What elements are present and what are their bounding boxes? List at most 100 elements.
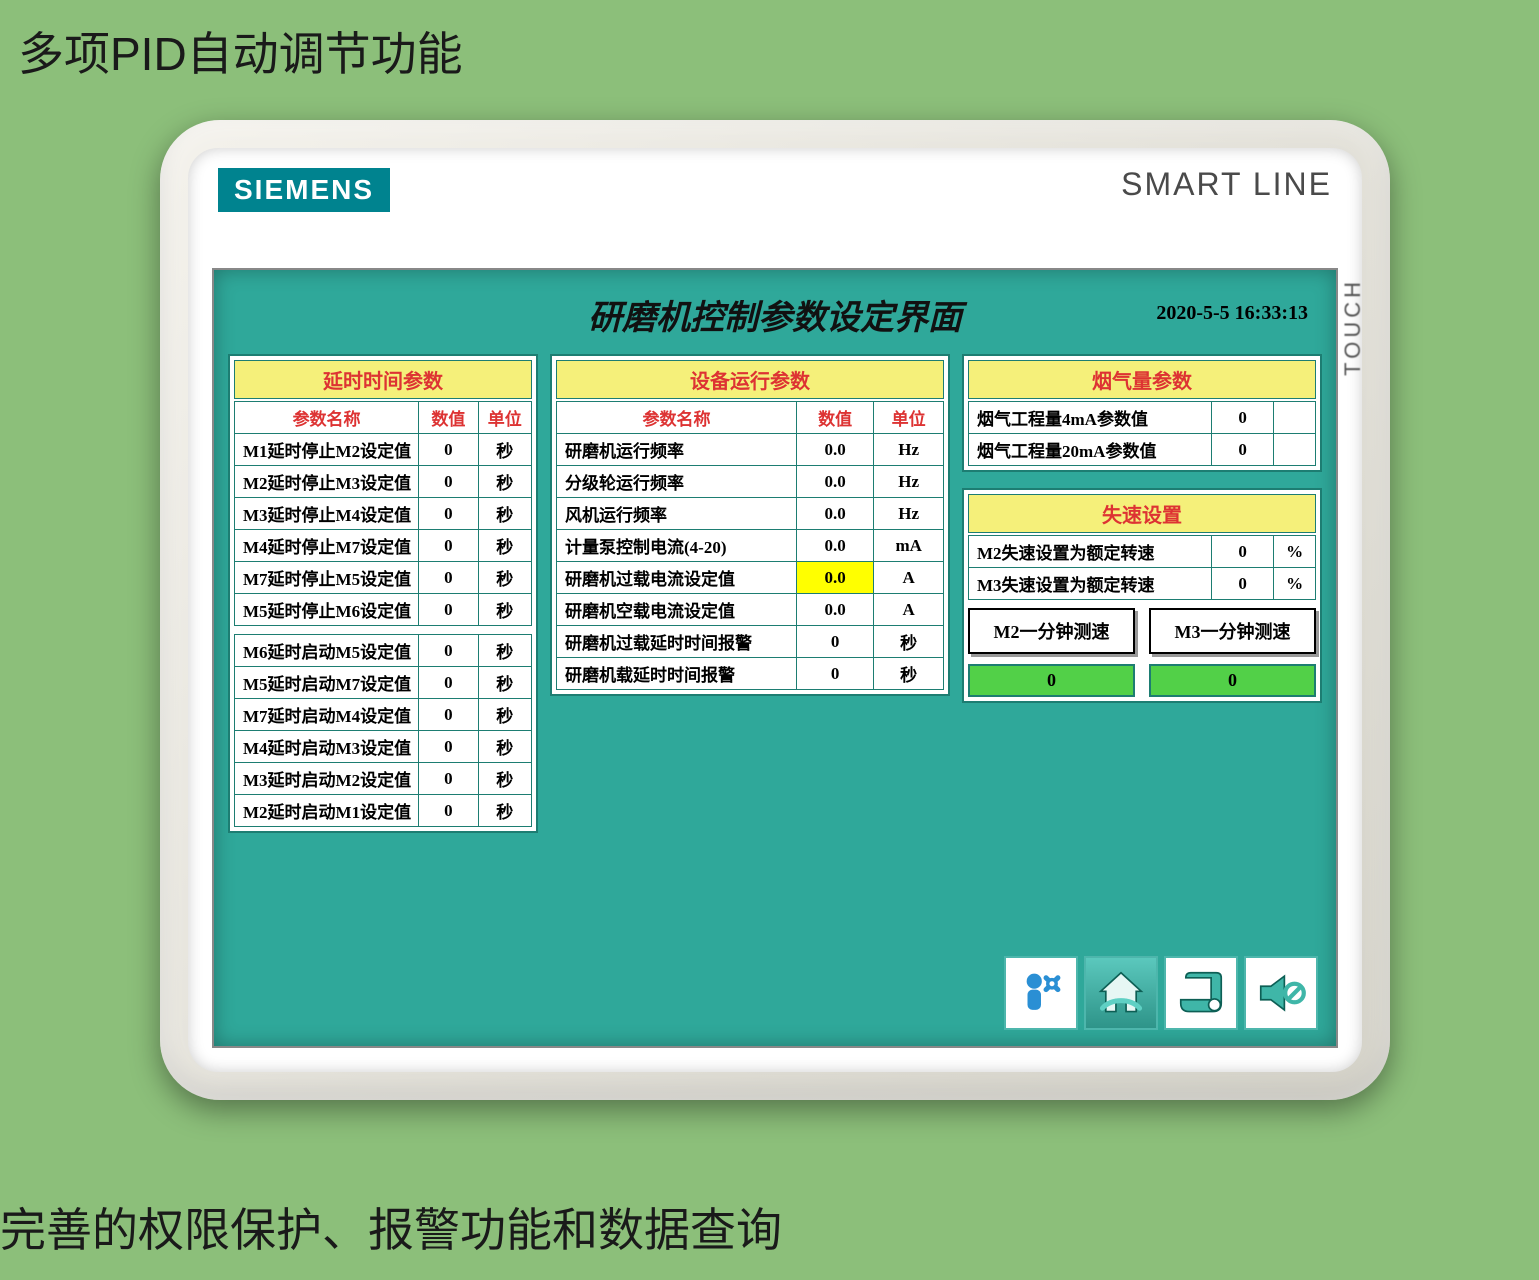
smoke-panel: 烟气量参数 烟气工程量4mA参数值0烟气工程量20mA参数值0 [962, 354, 1322, 472]
scroll-log-icon [1174, 966, 1228, 1020]
table-row: 研磨机运行频率0.0Hz [557, 434, 944, 466]
param-value-cell[interactable]: 0 [796, 626, 873, 658]
param-value-cell[interactable]: 0.0 [796, 594, 873, 626]
screen-header: 研磨机控制参数设定界面 2020-5-5 16:33:13 [228, 284, 1322, 344]
param-unit-cell: % [1274, 536, 1316, 568]
param-unit-cell: 秒 [478, 795, 531, 827]
table-row: 研磨机空载电流设定值0.0A [557, 594, 944, 626]
table-row: 烟气工程量4mA参数值0 [969, 402, 1316, 434]
table-row: M2延时启动M1设定值0秒 [235, 795, 532, 827]
table-row: M2失速设置为额定转速0% [969, 536, 1316, 568]
run-panel: 设备运行参数 参数名称 数值 单位 研磨机运行频率0.0Hz分级轮运行频率0.0… [550, 354, 950, 696]
table-row: M3延时启动M2设定值0秒 [235, 763, 532, 795]
horn-mute-icon [1254, 966, 1308, 1020]
param-name-cell: M1延时停止M2设定值 [235, 434, 419, 466]
wrench-person-icon [1014, 966, 1068, 1020]
param-value-cell[interactable]: 0 [1211, 402, 1273, 434]
param-unit-cell: 秒 [478, 594, 531, 626]
param-value-cell[interactable]: 0 [419, 763, 478, 795]
nav-icon-bar [1004, 956, 1318, 1030]
stall-panel: 失速设置 M2失速设置为额定转速0%M3失速设置为额定转速0% M2一分钟测速 … [962, 488, 1322, 703]
nav-alarm-button[interactable] [1244, 956, 1318, 1030]
param-value-cell[interactable]: 0 [1211, 536, 1273, 568]
table-row: M3延时停止M4设定值0秒 [235, 498, 532, 530]
param-value-cell[interactable]: 0 [419, 795, 478, 827]
param-value-cell[interactable]: 0 [419, 667, 478, 699]
brand-smartline: SMART LINE [1121, 166, 1332, 203]
param-value-cell[interactable]: 0 [796, 658, 873, 690]
nav-home-button[interactable] [1084, 956, 1158, 1030]
page-caption-top: 多项PID自动调节功能 [18, 18, 463, 84]
param-value-cell[interactable]: 0.0 [796, 498, 873, 530]
screen-timestamp: 2020-5-5 16:33:13 [1156, 302, 1308, 325]
hmi-device-inner: SIEMENS SMART LINE TOUCH 研磨机控制参数设定界面 202… [188, 148, 1362, 1072]
param-unit-cell: 秒 [478, 731, 531, 763]
param-unit-cell: 秒 [478, 635, 531, 667]
param-value-cell[interactable]: 0 [419, 466, 478, 498]
param-value-cell[interactable]: 0 [419, 562, 478, 594]
param-unit-cell: A [874, 594, 944, 626]
table-row: 烟气工程量20mA参数值0 [969, 434, 1316, 466]
param-name-cell: 研磨机载延时时间报警 [557, 658, 797, 690]
col-header-unit: 单位 [874, 402, 944, 434]
param-value-cell[interactable]: 0 [419, 434, 478, 466]
param-unit-cell: Hz [874, 466, 944, 498]
stall-table: M2失速设置为额定转速0%M3失速设置为额定转速0% [968, 535, 1316, 600]
param-value-cell[interactable]: 0 [419, 498, 478, 530]
param-unit-cell: 秒 [478, 667, 531, 699]
param-value-cell[interactable]: 0 [419, 594, 478, 626]
m2-speed-test-button[interactable]: M2一分钟测速 [968, 608, 1135, 654]
param-value-cell[interactable]: 0 [419, 530, 478, 562]
param-unit-cell: 秒 [478, 699, 531, 731]
col-header-name: 参数名称 [557, 402, 797, 434]
param-value-cell[interactable]: 0.0 [796, 530, 873, 562]
param-value-cell[interactable]: 0.0 [796, 466, 873, 498]
param-name-cell: M5延时停止M6设定值 [235, 594, 419, 626]
smoke-table: 烟气工程量4mA参数值0烟气工程量20mA参数值0 [968, 401, 1316, 466]
param-unit-cell: 秒 [874, 626, 944, 658]
param-unit-cell: 秒 [874, 658, 944, 690]
param-value-cell[interactable]: 0 [1211, 568, 1273, 600]
col-header-value: 数值 [419, 402, 478, 434]
param-name-cell: 研磨机过载电流设定值 [557, 562, 797, 594]
param-name-cell: M2失速设置为额定转速 [969, 536, 1212, 568]
table-row: M4延时停止M7设定值0秒 [235, 530, 532, 562]
param-name-cell: 分级轮运行频率 [557, 466, 797, 498]
param-unit-cell: % [1274, 568, 1316, 600]
param-unit-cell: 秒 [478, 530, 531, 562]
param-value-cell[interactable]: 0.0 [796, 434, 873, 466]
table-row: M2延时停止M3设定值0秒 [235, 466, 532, 498]
param-unit-cell: A [874, 562, 944, 594]
home-icon [1094, 966, 1148, 1020]
table-row: 计量泵控制电流(4-20)0.0mA [557, 530, 944, 562]
m3-speed-test-button[interactable]: M3一分钟测速 [1149, 608, 1316, 654]
nav-log-button[interactable] [1164, 956, 1238, 1030]
param-unit-cell: 秒 [478, 763, 531, 795]
col-header-name: 参数名称 [235, 402, 419, 434]
param-name-cell: M6延时启动M5设定值 [235, 635, 419, 667]
param-name-cell: M7延时启动M4设定值 [235, 699, 419, 731]
brand-siemens: SIEMENS [218, 168, 390, 212]
param-value-cell[interactable]: 0 [419, 699, 478, 731]
param-value-cell[interactable]: 0.0 [796, 562, 873, 594]
table-row: M5延时停止M6设定值0秒 [235, 594, 532, 626]
param-value-cell[interactable]: 0 [1211, 434, 1273, 466]
hmi-device-frame: SIEMENS SMART LINE TOUCH 研磨机控制参数设定界面 202… [160, 120, 1390, 1100]
param-value-cell[interactable]: 0 [419, 731, 478, 763]
delay-stop-table: 参数名称 数值 单位 M1延时停止M2设定值0秒M2延时停止M3设定值0秒M3延… [234, 401, 532, 626]
table-row: M5延时启动M7设定值0秒 [235, 667, 532, 699]
param-name-cell: M3失速设置为额定转速 [969, 568, 1212, 600]
hmi-screen: 研磨机控制参数设定界面 2020-5-5 16:33:13 延时时间参数 参数名… [212, 268, 1338, 1048]
right-column: 烟气量参数 烟气工程量4mA参数值0烟气工程量20mA参数值0 失速设置 M2失… [962, 354, 1322, 703]
nav-settings-button[interactable] [1004, 956, 1078, 1030]
param-value-cell[interactable]: 0 [419, 635, 478, 667]
table-row: M4延时启动M3设定值0秒 [235, 731, 532, 763]
table-row: 研磨机过载延时时间报警0秒 [557, 626, 944, 658]
table-row: M6延时启动M5设定值0秒 [235, 635, 532, 667]
smoke-panel-title: 烟气量参数 [968, 360, 1316, 399]
table-row: M1延时停止M2设定值0秒 [235, 434, 532, 466]
param-unit-cell: 秒 [478, 434, 531, 466]
param-name-cell: M2延时停止M3设定值 [235, 466, 419, 498]
table-row: 研磨机过载电流设定值0.0A [557, 562, 944, 594]
col-header-value: 数值 [796, 402, 873, 434]
